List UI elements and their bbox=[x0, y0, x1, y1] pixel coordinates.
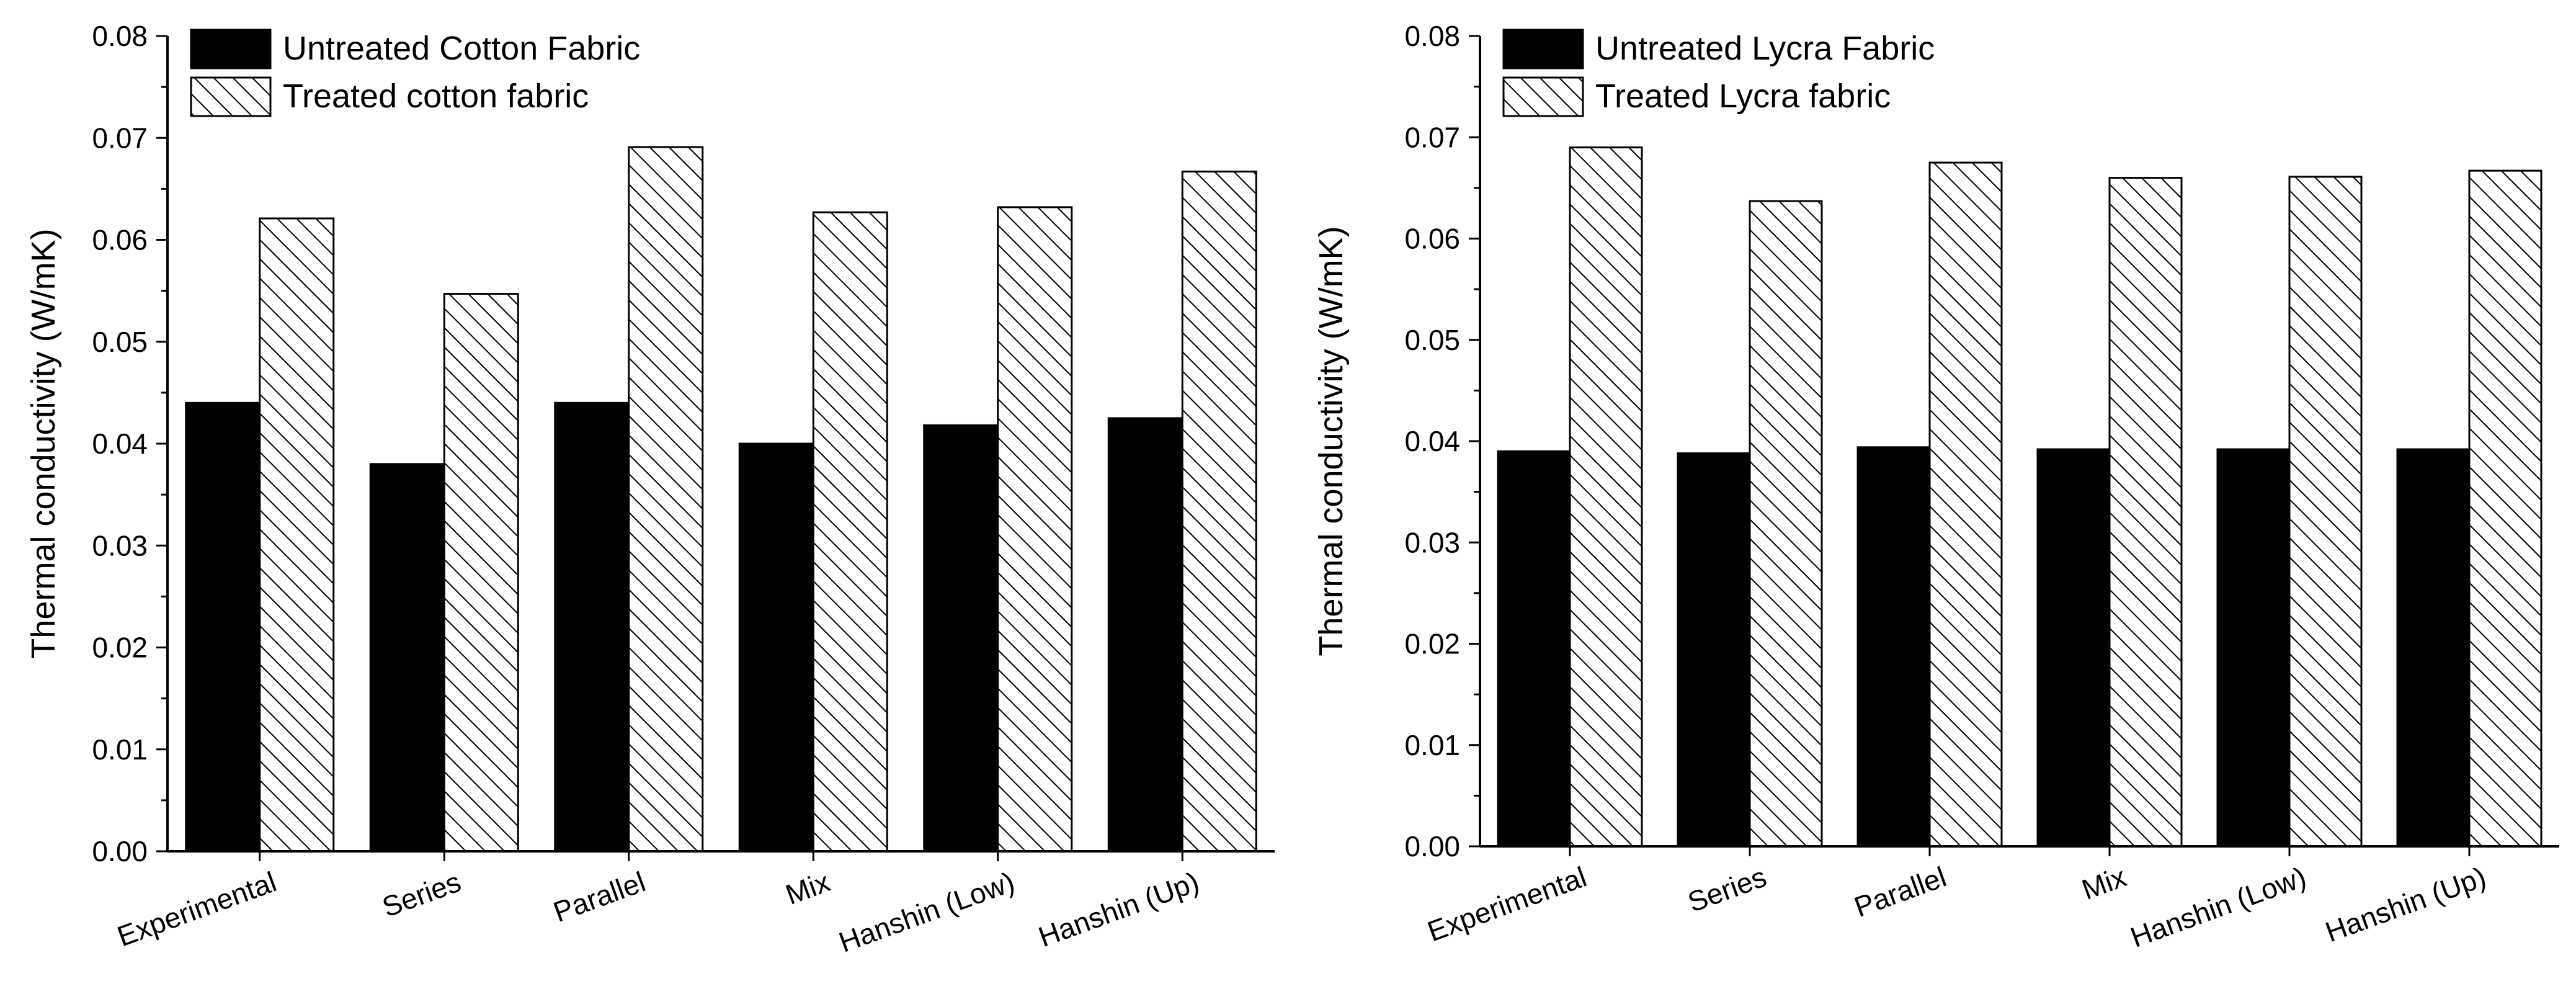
legend-label: Treated Lycra fabric bbox=[1595, 78, 1891, 115]
bar-treated-1 bbox=[1749, 200, 1823, 848]
y-tick-label: 0.07 bbox=[92, 122, 148, 154]
bar-treated-1 bbox=[443, 293, 519, 853]
bar-untreated-3 bbox=[2036, 448, 2111, 848]
x-tick-label: Mix bbox=[782, 866, 834, 911]
chart-cotton: 0.00 0.01 0.02 0.03 0.04 0.05 0.06 0.07 0.08 Expe… bbox=[25, 20, 1275, 959]
bar-treated-4 bbox=[2288, 176, 2363, 848]
y-tick-label: 0.06 bbox=[1404, 223, 1460, 255]
y-tick-label: 0.04 bbox=[92, 428, 148, 460]
y-tick-label: 0.05 bbox=[92, 326, 148, 358]
x-tick-label: Hanshin (Low) bbox=[835, 866, 1018, 959]
legend-swatch-solid bbox=[190, 29, 272, 69]
bar-treated-5 bbox=[1181, 170, 1257, 853]
bar-untreated-2 bbox=[1856, 446, 1931, 848]
y-tick-label: 0.06 bbox=[92, 224, 148, 256]
bar-treated-3 bbox=[812, 211, 888, 853]
x-tick-label: Parallel bbox=[549, 866, 649, 928]
x-tick-label: Hanshin (Up) bbox=[2321, 861, 2490, 949]
bar-treated-0 bbox=[259, 217, 335, 853]
chart-lycra: 0.00 0.01 0.02 0.03 0.04 0.05 0.06 0.07 0.08 Expe… bbox=[1313, 20, 2559, 954]
y-tick-label: 0.01 bbox=[1404, 729, 1460, 761]
y-tick-label: 0.08 bbox=[92, 20, 148, 52]
legend-swatch-solid bbox=[1502, 29, 1584, 69]
bar-untreated-0 bbox=[1497, 450, 1571, 848]
y-tick-label: 0.05 bbox=[1404, 324, 1460, 356]
legend-label: Treated cotton fabric bbox=[283, 78, 589, 115]
y-axis-label: Thermal conductivity (W/mK) bbox=[25, 228, 62, 658]
x-tick-label: Hanshin (Up) bbox=[1034, 866, 1203, 954]
y-tick-label: 0.04 bbox=[1404, 425, 1460, 457]
y-tick-label: 0.07 bbox=[1404, 121, 1460, 153]
legend-label: Untreated Cotton Fabric bbox=[283, 30, 640, 67]
bar-treated-2 bbox=[1928, 161, 2003, 848]
bar-untreated-3 bbox=[738, 442, 814, 853]
bar-untreated-2 bbox=[554, 401, 630, 853]
y-tick-label: 0.00 bbox=[92, 835, 148, 867]
y-tick-label: 0.00 bbox=[1404, 830, 1460, 862]
y-tick-label: 0.08 bbox=[1404, 20, 1460, 52]
bar-untreated-4 bbox=[923, 424, 999, 853]
bar-treated-2 bbox=[628, 146, 704, 853]
bar-treated-5 bbox=[2468, 169, 2543, 848]
x-tick-label: Series bbox=[378, 866, 465, 923]
x-tick-label: Series bbox=[1683, 861, 1770, 918]
bar-untreated-5 bbox=[1107, 417, 1183, 853]
x-tick-label: Parallel bbox=[1850, 861, 1950, 923]
y-tick-label: 0.03 bbox=[1404, 526, 1460, 558]
bar-untreated-1 bbox=[369, 463, 445, 853]
y-tick-label: 0.02 bbox=[1404, 628, 1460, 660]
y-axis-label: Thermal conductivity (W/mK) bbox=[1313, 226, 1350, 656]
x-tick-label: Experimental bbox=[113, 866, 280, 953]
legend-swatch-hatched bbox=[1502, 76, 1584, 117]
legend-swatch-hatched bbox=[190, 76, 272, 117]
bar-untreated-0 bbox=[185, 401, 261, 853]
bar-treated-3 bbox=[2108, 177, 2183, 848]
bars-group bbox=[185, 146, 1257, 853]
x-tick-label: Hanshin (Low) bbox=[2126, 861, 2310, 954]
x-tick-label: Mix bbox=[2077, 861, 2130, 906]
bar-treated-4 bbox=[997, 206, 1073, 853]
y-tick-label: 0.03 bbox=[92, 529, 148, 562]
legend-label: Untreated Lycra Fabric bbox=[1595, 30, 1935, 67]
y-tick-label: 0.01 bbox=[92, 733, 148, 766]
y-tick-label: 0.02 bbox=[92, 632, 148, 664]
x-tick-label: Experimental bbox=[1423, 861, 1590, 948]
bars-group bbox=[1497, 146, 2543, 848]
bar-treated-0 bbox=[1569, 146, 1643, 848]
bar-untreated-5 bbox=[2396, 448, 2471, 848]
bar-untreated-4 bbox=[2216, 448, 2291, 848]
bar-untreated-1 bbox=[1677, 452, 1751, 848]
